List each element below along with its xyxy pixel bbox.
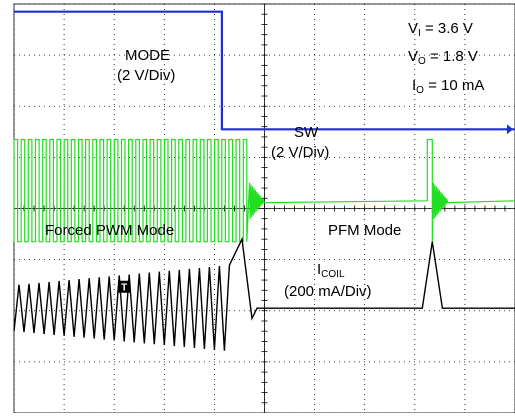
mode-trace-label: MODE <box>125 47 170 64</box>
traces: T <box>13 10 515 351</box>
sw-trace-line <box>13 138 515 243</box>
trigger-marker <box>118 280 131 293</box>
conditions-vo: VO = 1.8 V <box>408 48 478 67</box>
mode-trace-line <box>14 10 515 131</box>
coil-trace-scale: (200 mA/Div) <box>284 283 372 300</box>
pwm-mode-label: Forced PWM Mode <box>45 222 175 239</box>
coil-trace-label: ICOIL <box>317 261 345 280</box>
coil-trace-line <box>13 236 515 351</box>
pfm-mode-label: PFM Mode <box>328 222 402 239</box>
sw-trace-label: SW <box>294 124 319 141</box>
trigger-marker-label: T <box>121 283 127 294</box>
mode-trace-scale: (2 V/Div) <box>117 67 176 84</box>
conditions-vi: VI = 3.6 V <box>408 20 473 39</box>
conditions-io: IO = 10 mA <box>412 77 485 96</box>
sw-trace-scale: (2 V/Div) <box>271 144 330 161</box>
mode-ground-marker <box>507 124 513 135</box>
